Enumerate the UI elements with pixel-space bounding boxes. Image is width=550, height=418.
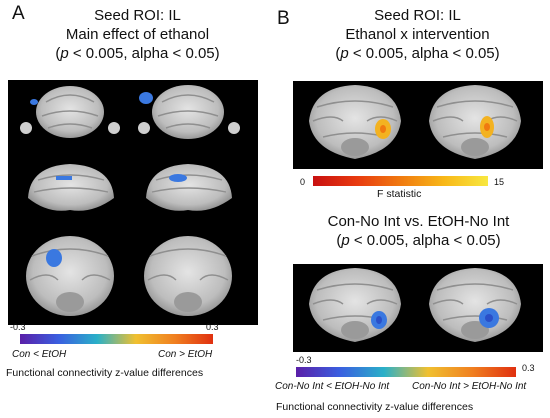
panel-b-f-label: F statistic xyxy=(377,188,422,200)
blob-blue xyxy=(56,176,72,180)
brain-slice-a3 xyxy=(28,164,114,211)
panel-a-colorbar-max: 0.3 xyxy=(206,322,219,332)
brain-slice-a6 xyxy=(144,236,232,316)
panel-b-subtitle-line1: Con-No Int vs. EtOH-No Int xyxy=(327,213,510,230)
panel-b-label-right: Con-No Int > EtOH-No Int xyxy=(412,381,527,392)
panel-b-z-colorbar xyxy=(296,367,516,377)
blob-blue xyxy=(169,174,187,182)
brain-slice-b2 xyxy=(429,85,521,159)
panel-b-title-line1: Seed ROI: IL xyxy=(374,7,461,24)
brain-slice-b3 xyxy=(309,268,401,342)
panel-b-subtitle-stats: (p < 0.005, alpha < 0.05) xyxy=(336,232,501,249)
panel-b-title-line2: Ethanol x intervention xyxy=(345,26,490,43)
panel-a-title-line2: Main effect of ethanol xyxy=(65,26,210,43)
brain-slice-b4 xyxy=(429,268,521,342)
panel-b-label-left: Con-No Int < EtOH-No Int xyxy=(275,381,390,392)
panel-b-letter: B xyxy=(277,8,290,29)
panel-b-caption: Functional connectivity z-value differen… xyxy=(276,401,474,413)
panel-a-title-line1: Seed ROI: IL xyxy=(94,7,181,24)
blob-blue xyxy=(30,99,38,105)
panel-a-letter: A xyxy=(12,3,25,24)
panel-a-label-left: Con < EtOH xyxy=(12,349,67,360)
panel-b-f-brain-slices xyxy=(293,81,543,169)
panel-a-colorbar-min: -0.3 xyxy=(10,322,26,332)
brain-slice-a2 xyxy=(138,85,240,139)
panel-b-f-colorbar xyxy=(313,176,488,186)
panel-b-z-max: 0.3 xyxy=(522,363,535,373)
panel-a-caption: Functional connectivity z-value differen… xyxy=(6,367,204,379)
brain-slice-b1 xyxy=(309,85,401,159)
panel-b-title: Seed ROI: IL Ethanol x intervention (p <… xyxy=(300,6,535,63)
brain-slice-a4 xyxy=(146,164,232,211)
panel-a-brain-slices xyxy=(8,80,258,325)
panel-a-stats: (p < 0.005, alpha < 0.05) xyxy=(55,45,220,62)
panel-b-z-min: -0.3 xyxy=(296,355,312,365)
blob-blue xyxy=(46,249,62,267)
panel-b-stats: (p < 0.005, alpha < 0.05) xyxy=(335,45,500,62)
brain-slice-a1 xyxy=(20,86,120,138)
blob-blue xyxy=(139,92,153,104)
brain-slice-a5 xyxy=(26,236,114,316)
panel-a-colorbar xyxy=(20,334,213,344)
panel-a-title: Seed ROI: IL Main effect of ethanol (p <… xyxy=(30,6,245,63)
panel-b-f-max: 15 xyxy=(494,177,505,187)
panel-b-subtitle: Con-No Int vs. EtOH-No Int (p < 0.005, a… xyxy=(296,212,541,250)
panel-a-label-right: Con > EtOH xyxy=(158,349,213,360)
panel-b-z-brain-slices xyxy=(293,264,543,352)
panel-b-f-min: 0 xyxy=(300,177,306,187)
